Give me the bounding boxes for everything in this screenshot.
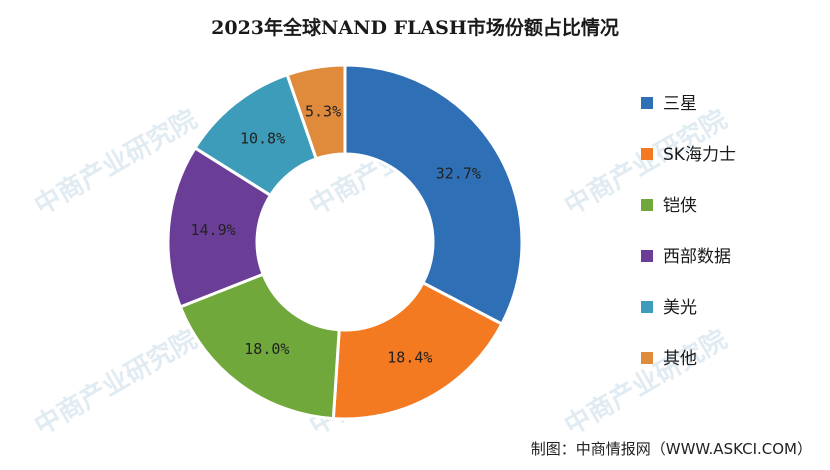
slice-6 [285,63,347,161]
data-label-2: 18.4% [387,349,432,367]
legend-label-5: 美光 [663,298,697,318]
legend-label-1: 三星 [663,94,697,114]
legend-swatch-2 [641,148,653,160]
legend-label-3: 铠侠 [663,196,697,216]
legend-label-2: SK海力士 [663,145,736,165]
data-labels: 32.7% 18.4% 18.0% 14.9% 10.8% 5.3% [190,102,480,366]
slice-1 [343,63,524,327]
legend-swatch-6 [641,352,653,364]
slice-3 [178,272,341,421]
data-label-4: 14.9% [190,221,235,239]
data-label-3: 18.0% [244,340,289,358]
data-label-6: 5.3% [305,102,341,120]
watermark-text: 中商产业研究院 [29,324,202,442]
donut-slices [166,63,524,421]
chart-title: 2023年全球NAND FLASH市场份额占比情况 [211,16,619,39]
legend-swatch-1 [641,97,653,109]
watermark-text: 中商产业研究院 [559,324,732,442]
data-label-1: 32.7% [436,164,481,182]
legend-swatch-5 [641,301,653,313]
legend-label-4: 西部数据 [663,247,731,267]
legend-swatch-3 [641,199,653,211]
source-note: 制图：中商情报网（WWW.ASKCI.COM） [530,440,812,458]
slice-2 [331,280,504,421]
data-label-5: 10.8% [240,129,285,147]
legend-swatch-4 [641,250,653,262]
legend-label-6: 其他 [663,349,697,369]
